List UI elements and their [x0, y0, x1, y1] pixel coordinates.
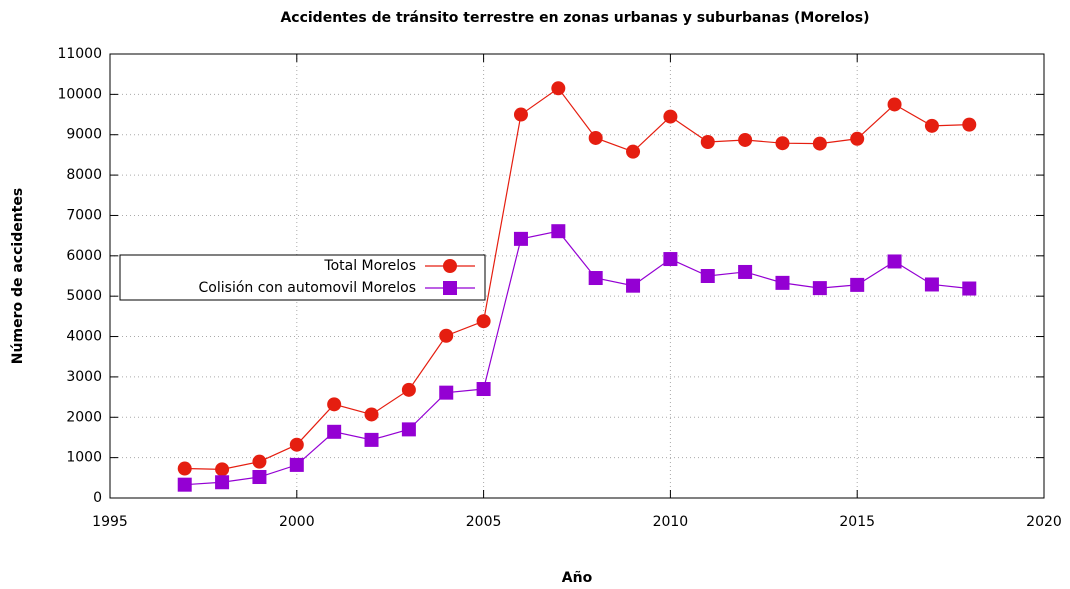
marker — [663, 252, 678, 267]
marker — [252, 470, 267, 485]
y-tick-label: 8000 — [66, 167, 102, 183]
marker — [812, 281, 827, 296]
legend-label: Colisión con automovil Morelos — [199, 280, 416, 296]
x-tick-label: 2020 — [1026, 514, 1062, 530]
x-tick-label: 1995 — [92, 514, 128, 530]
marker — [663, 109, 678, 124]
marker — [439, 328, 454, 343]
marker — [924, 118, 939, 133]
marker — [476, 382, 491, 397]
marker — [476, 314, 491, 329]
marker — [924, 277, 939, 292]
marker — [177, 477, 192, 492]
marker — [289, 437, 304, 452]
marker — [887, 97, 902, 112]
marker — [962, 281, 977, 296]
marker — [327, 397, 342, 412]
legend: Total Morelos Colisión con automovil More… — [119, 254, 486, 301]
marker — [252, 454, 267, 469]
marker — [289, 457, 304, 472]
marker — [626, 278, 641, 293]
y-tick-label: 2000 — [66, 409, 102, 425]
x-tick-label: 2000 — [279, 514, 315, 530]
marker — [850, 131, 865, 146]
x-tick-label: 2005 — [466, 514, 502, 530]
marker — [364, 407, 379, 422]
y-tick-label: 3000 — [66, 369, 102, 385]
marker — [700, 134, 715, 149]
y-tick-label: 1000 — [66, 450, 102, 466]
marker — [215, 475, 230, 490]
legend-frame — [119, 254, 486, 301]
legend-marker — [443, 281, 457, 295]
y-tick-label: 5000 — [66, 288, 102, 304]
marker — [551, 81, 566, 96]
series-line — [184, 230, 970, 486]
marker — [364, 432, 379, 447]
marker — [850, 277, 865, 292]
chart-title: Accidentes de tránsito terrestre en zona… — [280, 10, 869, 26]
legend-label: Total Morelos — [323, 258, 416, 274]
y-tick-label: 6000 — [66, 248, 102, 264]
x-tick-label: 2015 — [839, 514, 875, 530]
y-tick-label: 7000 — [66, 207, 102, 223]
marker — [738, 132, 753, 147]
marker — [887, 254, 902, 269]
y-tick-label: 4000 — [66, 329, 102, 345]
marker — [626, 144, 641, 159]
marker — [775, 136, 790, 151]
marker — [812, 136, 827, 151]
marker — [513, 231, 528, 246]
x-axis-label: Año — [562, 570, 593, 586]
y-tick-label: 9000 — [66, 127, 102, 143]
marker — [215, 462, 230, 477]
marker — [513, 107, 528, 122]
marker — [962, 117, 977, 132]
x-tick-label: 2010 — [653, 514, 689, 530]
marker — [327, 424, 342, 439]
y-tick-label: 0 — [93, 490, 102, 506]
y-tick-label: 10000 — [57, 86, 102, 102]
marker — [588, 130, 603, 145]
marker — [738, 264, 753, 279]
marker — [775, 275, 790, 290]
plot-frame — [109, 53, 1045, 499]
legend-marker — [443, 259, 457, 273]
y-tick-label: 11000 — [57, 46, 102, 62]
marker — [588, 271, 603, 286]
y-axis-label: Número de accidentes — [10, 188, 26, 364]
series-line — [184, 87, 970, 470]
marker — [401, 422, 416, 437]
marker — [700, 269, 715, 283]
marker — [439, 385, 454, 400]
marker — [177, 461, 192, 476]
marker — [551, 224, 566, 239]
marker — [401, 382, 416, 397]
